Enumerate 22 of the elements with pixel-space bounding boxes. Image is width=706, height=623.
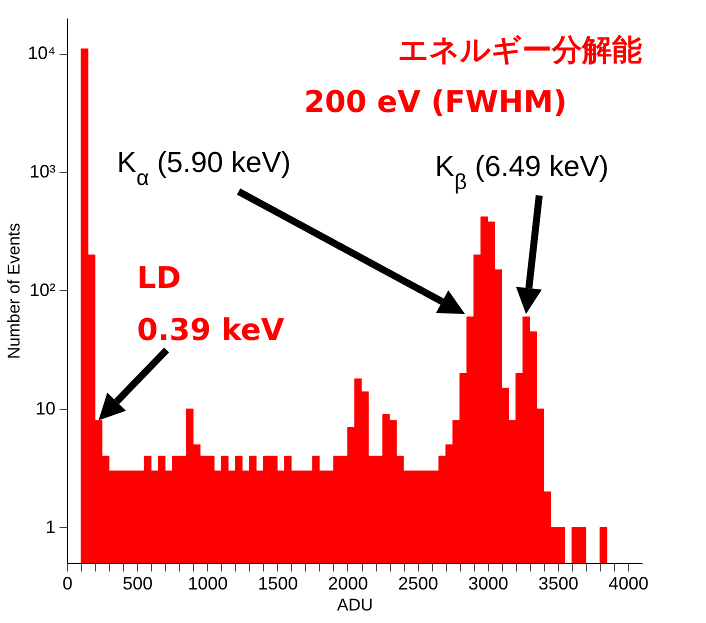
x-tick-label: 3500	[538, 574, 578, 594]
y-axis-title: Number of Events	[4, 222, 24, 360]
x-axis-title: ADU	[337, 596, 373, 614]
annotation: LD	[137, 261, 182, 296]
x-tick-label: 0	[62, 574, 73, 594]
x-tick-label: 2000	[328, 574, 368, 594]
x-tick-label: 3000	[468, 574, 508, 594]
x-tick-label: 2500	[398, 574, 438, 594]
annotation: 0.39 keV	[137, 313, 285, 348]
annotation: K$_{α}$ (5.90 keV)	[117, 147, 291, 190]
x-tick-label: 1500	[258, 574, 298, 594]
y-tick-label: 10³	[29, 162, 56, 182]
y-tick-label: 10²	[29, 280, 56, 300]
x-tick-label: 1000	[188, 574, 228, 594]
y-tick-label: 1	[45, 516, 56, 537]
y-tick-label: 10⁴	[28, 43, 56, 64]
annotation: 200 eV (FWHM)	[304, 85, 567, 120]
annotation: K$_{β}$ (6.49 keV)	[435, 151, 609, 194]
x-tick-label: 4000	[608, 574, 648, 594]
x-tick-label: 500	[122, 574, 153, 594]
y-tick-label: 10	[35, 398, 56, 418]
annotation: エネルギー分解能	[398, 33, 642, 68]
